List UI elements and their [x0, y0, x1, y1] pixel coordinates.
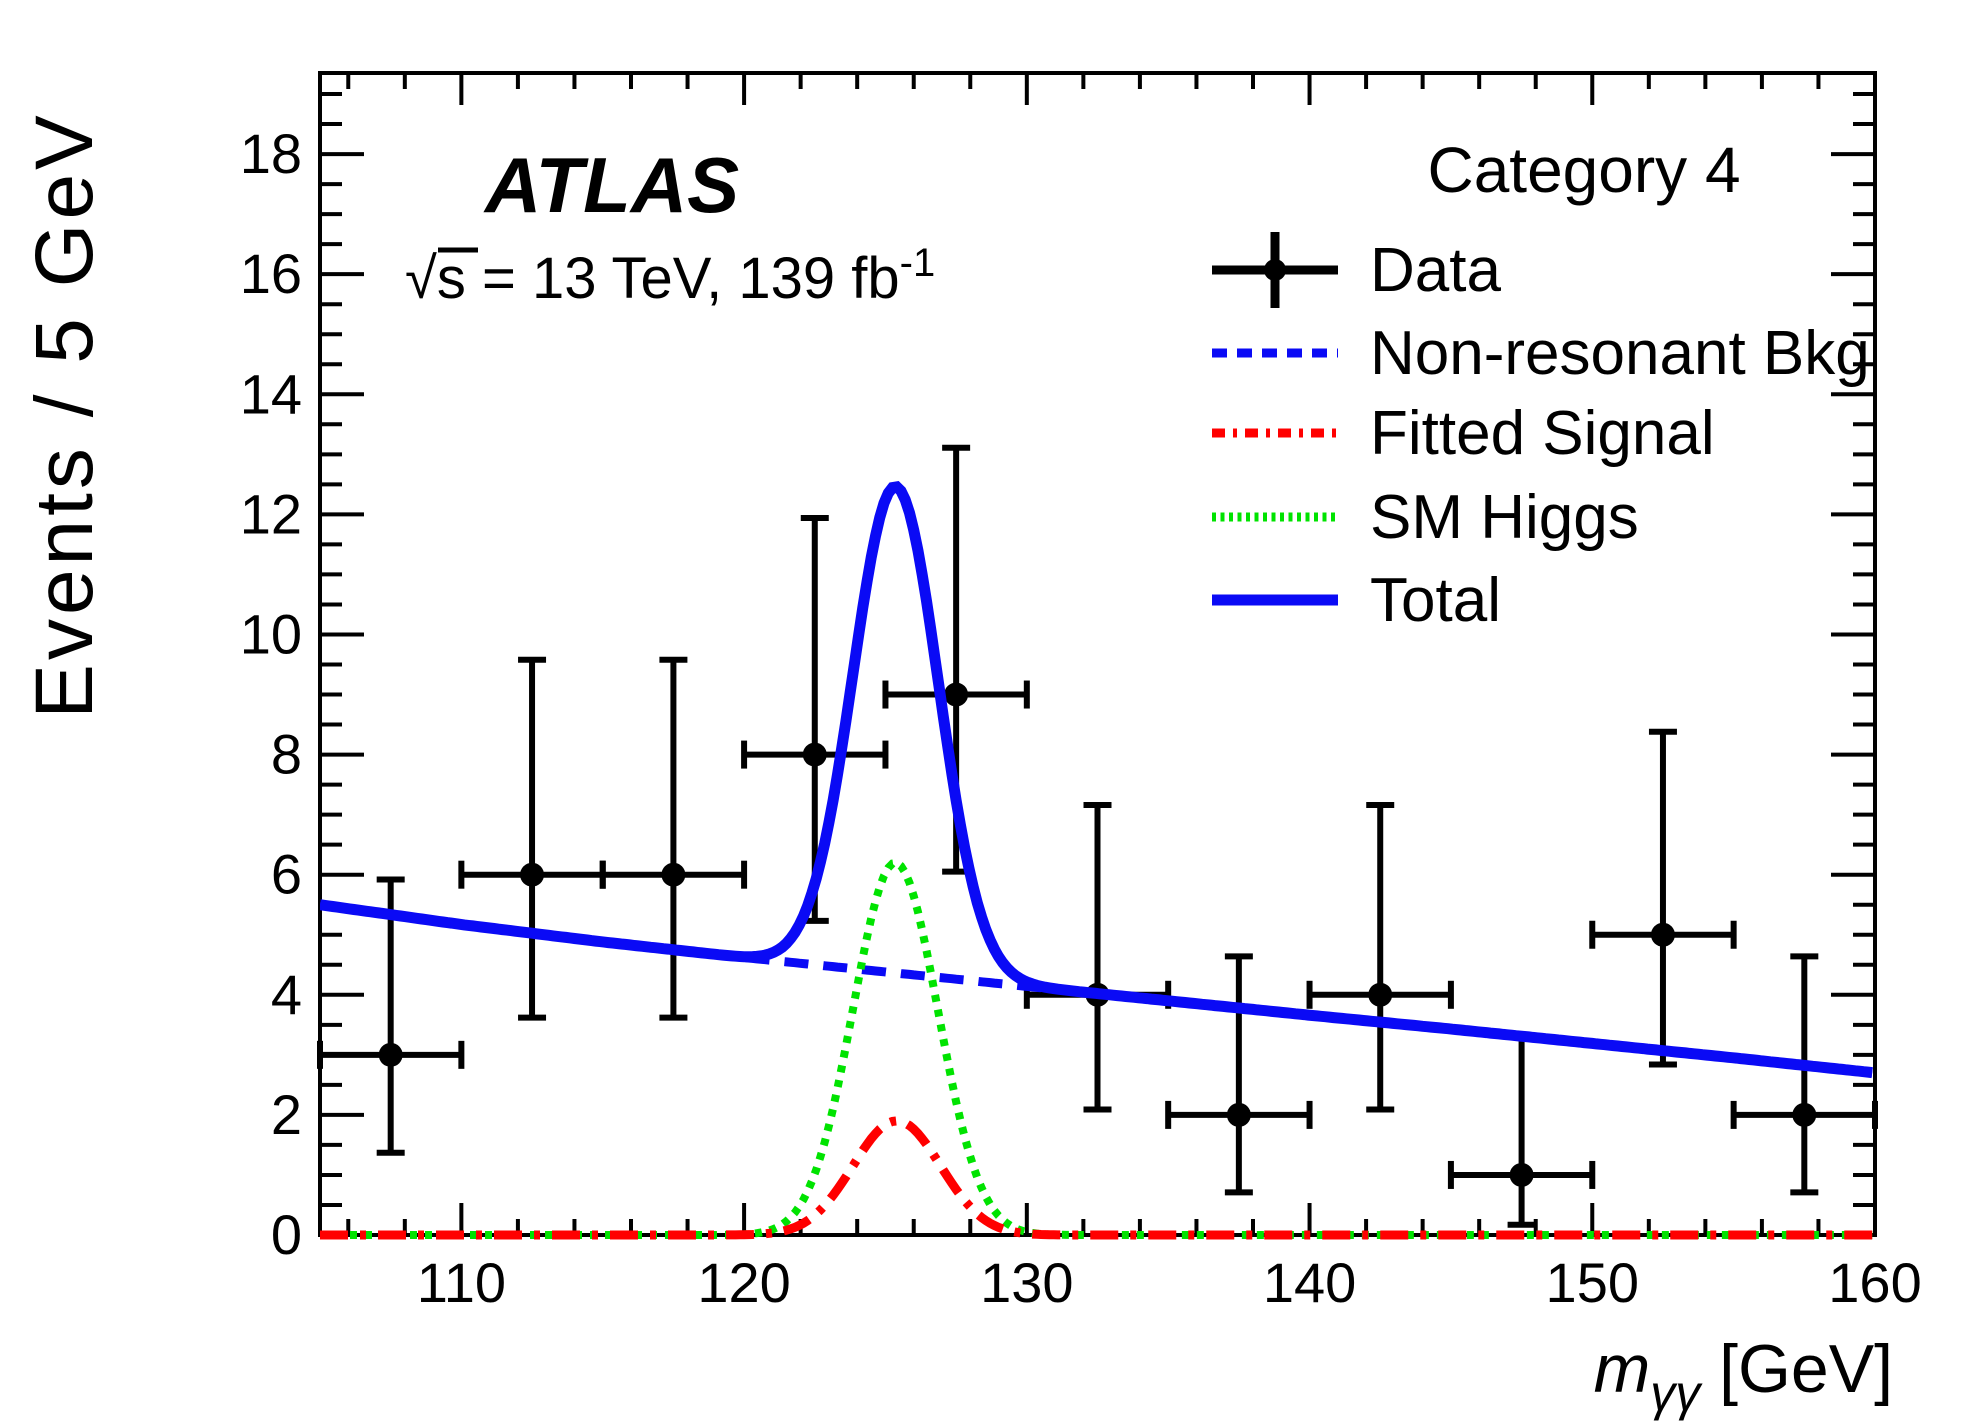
data-point — [1023, 802, 1172, 1113]
y-tick-label: 16 — [240, 242, 302, 305]
y-tick-label: 12 — [240, 482, 302, 545]
luminosity-text: √s = 13 TeV, 139 fb-1 — [405, 241, 935, 311]
legend-label: SM Higgs — [1370, 483, 1639, 552]
legend-label: Total — [1370, 566, 1501, 635]
data-point — [1589, 728, 1737, 1068]
data-marker — [1226, 1102, 1251, 1127]
x-tick-label: 120 — [697, 1251, 790, 1314]
luminosity-superscript: -1 — [900, 241, 936, 285]
x-tick-label: 130 — [980, 1251, 1073, 1314]
data-marker — [944, 682, 969, 707]
legend-item-sm-higgs: SM Higgs — [1212, 483, 1639, 552]
category-label: Category 4 — [1427, 134, 1740, 206]
data-point — [1165, 953, 1313, 1196]
x-tick-label: 110 — [417, 1251, 506, 1314]
sqrt-radical-glyph: √ — [405, 246, 437, 311]
data-point — [1306, 802, 1454, 1113]
x-axis-unit: [GeV] — [1700, 1331, 1893, 1407]
data-point — [458, 656, 606, 1021]
data-marker — [802, 742, 827, 767]
data-point — [1447, 1033, 1596, 1228]
y-tick-label: 14 — [240, 362, 302, 425]
y-tick-label: 4 — [271, 963, 302, 1026]
fit-curves — [320, 481, 1873, 1240]
data-marker — [661, 862, 686, 887]
legend-label: Non-resonant Bkg — [1370, 319, 1870, 388]
data-point — [599, 656, 748, 1021]
data-marker — [1368, 982, 1393, 1007]
legend-item-total: Total — [1212, 566, 1501, 635]
y-tick-label: 10 — [240, 602, 302, 665]
axes: 110 120 130 140 150 160 0 2 4 6 8 10 12 14 16 18 — [240, 73, 1922, 1314]
y-tick-label: 8 — [271, 723, 302, 786]
y-tick-label: 2 — [271, 1083, 302, 1146]
data-marker — [378, 1042, 403, 1067]
data-point — [1730, 953, 1878, 1196]
legend-item-non-resonant-bkg: Non-resonant Bkg — [1212, 319, 1870, 388]
data-marker — [1650, 922, 1675, 947]
legend-item-data: Data — [1212, 232, 1501, 308]
x-axis-variable: m — [1594, 1331, 1651, 1407]
luminosity-label: √s = 13 TeV, 139 fb-1 — [405, 241, 935, 311]
curve-fitted-signal — [320, 1116, 1873, 1240]
x-tick-label: 160 — [1828, 1251, 1921, 1314]
x-tick-label: 140 — [1263, 1251, 1356, 1314]
x-tick-label: 150 — [1546, 1251, 1639, 1314]
data-marker — [520, 862, 545, 887]
data-points — [317, 444, 1878, 1228]
y-tick-label: 0 — [271, 1203, 302, 1266]
data-point — [317, 876, 465, 1156]
luminosity-body: s = 13 TeV, 139 fb — [437, 246, 900, 311]
x-axis-title: mγγ [GeV] — [1594, 1331, 1893, 1421]
data-marker — [1792, 1102, 1817, 1127]
data-marker — [1509, 1162, 1534, 1187]
legend-label: Data — [1370, 236, 1501, 305]
legend-item-fitted-signal: Fitted Signal — [1212, 399, 1715, 468]
y-tick-label: 6 — [271, 843, 302, 906]
y-axis-title: Events / 5 GeV — [19, 111, 110, 719]
y-tick-label: 18 — [240, 122, 302, 185]
curve-total — [320, 481, 1873, 1079]
legend: Data Non-resonant Bkg Fitted Signal SM Higg… — [1212, 232, 1870, 635]
legend-label: Fitted Signal — [1370, 399, 1715, 468]
experiment-label: ATLAS — [483, 141, 739, 229]
legend-data-marker — [1264, 259, 1286, 281]
x-axis-subscript: γγ — [1650, 1365, 1703, 1421]
